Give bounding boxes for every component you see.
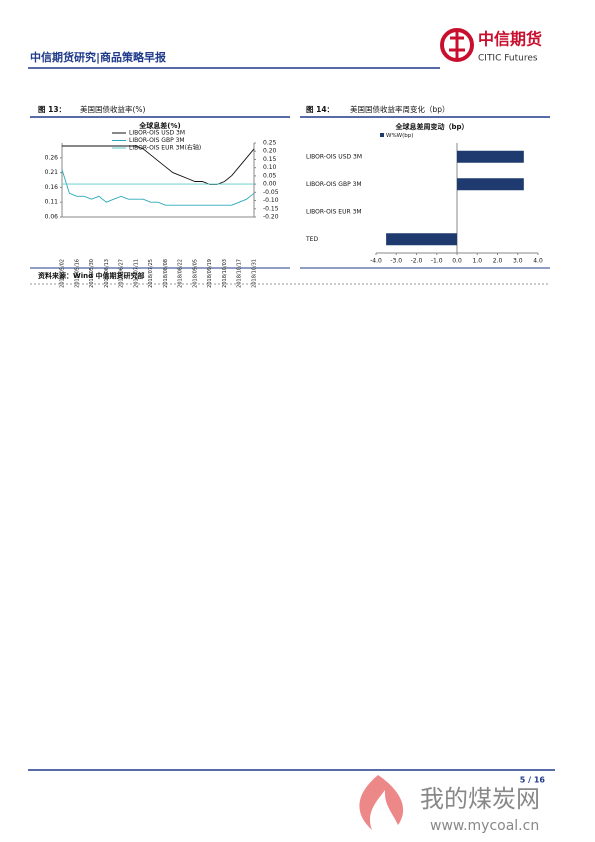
y2-tick-label: 0.15 — [263, 156, 277, 163]
y2-tick-label: -0.05 — [263, 189, 279, 196]
y-tick-label: LIBOR-OIS GBP 3M — [306, 181, 362, 188]
chart-title: 全球息差周变动（bp） — [394, 122, 468, 131]
x-tick-label: 2018/10/31 — [252, 259, 258, 288]
figure-number: 图 14： — [306, 105, 334, 114]
watermark-flame — [359, 775, 404, 830]
figure-caption: 美国国债收益率周变化（bp） — [350, 104, 450, 114]
y2-tick-label: 0.10 — [263, 164, 277, 171]
legend-label: LIBOR-OIS GBP 3M — [129, 137, 185, 144]
figure-number: 图 13： — [38, 105, 66, 114]
x-tick-label: 4.0 — [533, 258, 543, 265]
y2-tick-label: -0.15 — [263, 205, 279, 212]
y2-tick-label: 0.00 — [263, 181, 277, 188]
chart-title: 全球息差(%) — [138, 121, 180, 130]
y-tick-label: LIBOR-OIS USD 3M — [306, 153, 362, 160]
bar — [386, 233, 457, 246]
legend-label: W%W(bp) — [386, 133, 413, 139]
x-tick-label: 2018/10/17 — [237, 259, 243, 288]
source: 资料来源：Wind 中信期货研究部 — [38, 271, 145, 280]
x-tick-label: 2018/06/13 — [104, 259, 110, 288]
y2-tick-label: 0.20 — [263, 148, 277, 155]
series-line — [61, 169, 255, 206]
series-line — [62, 145, 255, 185]
logo-en: CITIC Futures — [478, 54, 538, 64]
x-tick-label: 3.0 — [513, 258, 523, 265]
bar — [457, 150, 524, 163]
figure-caption: 美国国债收益率(%) — [80, 104, 146, 114]
y2-tick-label: 0.05 — [263, 172, 277, 179]
legend-label: LIBOR-OIS USD 3M — [129, 130, 185, 137]
x-tick-label: -2.0 — [411, 258, 423, 265]
x-tick-label: -1.0 — [431, 258, 443, 265]
x-tick-label: 2018/09/05 — [192, 259, 198, 288]
x-tick-label: 2018/10/03 — [222, 259, 228, 288]
y-tick-label: 0.11 — [45, 199, 59, 206]
x-tick-label: 2018/05/16 — [74, 259, 80, 288]
page-number: 5 / 16 — [520, 776, 546, 785]
y-tick-label: 0.21 — [45, 169, 59, 176]
x-tick-label: 2018/09/19 — [207, 259, 213, 288]
y2-tick-label: -0.10 — [263, 197, 279, 204]
x-tick-label: 2.0 — [493, 258, 503, 265]
y-tick-label: LIBOR-OIS EUR 3M — [306, 208, 362, 215]
y-tick-label: 0.06 — [45, 214, 59, 221]
y-tick-label: 0.16 — [45, 184, 59, 191]
header-title: 中信期货研究|商品策略早报 — [30, 50, 167, 64]
x-tick-label: -4.0 — [370, 258, 382, 265]
x-tick-label: 2018/05/02 — [60, 259, 66, 288]
y2-tick-label: 0.25 — [263, 140, 277, 147]
y-tick-label: 0.26 — [45, 154, 59, 161]
legend-swatch — [380, 133, 384, 137]
x-tick-label: 2018/05/30 — [89, 259, 95, 288]
bar — [457, 178, 524, 191]
x-tick-label: 2018/06/27 — [119, 259, 125, 288]
y-tick-label: TED — [305, 236, 318, 243]
logo-cn: 中信期货 — [478, 30, 542, 49]
x-tick-label: 2018/07/25 — [148, 259, 154, 288]
x-tick-label: 2018/08/08 — [163, 259, 169, 288]
x-tick-label: 2018/08/22 — [178, 259, 184, 288]
legend-label: LIBOR-OIS EUR 3M(右轴) — [129, 144, 201, 152]
x-tick-label: 2018/07/11 — [133, 259, 139, 288]
watermark-url: www.mycoal.cn — [430, 818, 539, 834]
watermark-name: 我的煤炭网 — [420, 785, 540, 813]
x-tick-label: -3.0 — [390, 258, 402, 265]
logo-mark — [449, 32, 465, 58]
x-tick-label: 1.0 — [472, 258, 482, 265]
logo-mark — [440, 28, 474, 62]
y2-tick-label: -0.20 — [263, 214, 279, 221]
x-tick-label: 0.0 — [452, 258, 462, 265]
